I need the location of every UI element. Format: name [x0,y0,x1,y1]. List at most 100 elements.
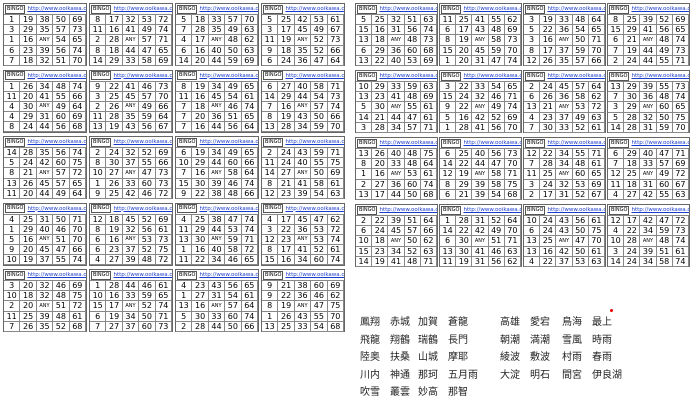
card-url: http://www.ooikawa.com [285,72,344,79]
bingo-cell: ANY [122,234,140,246]
bingo-cell: 70 [504,122,521,133]
bingo-card: BINGOhttp://www.ooikawa.com5254253613174… [261,3,345,66]
card-url: http://www.ooikawa.com [199,205,258,212]
bingo-cell: 8 [4,168,21,179]
bingo-cell: 40 [388,55,405,66]
ship-name: 川内 [360,369,380,381]
ship-name: 大淀 [500,369,520,381]
bingo-cell: 9 [262,45,279,56]
bingo-cell: 66 [69,91,86,102]
bingo-cell: 27 [106,255,123,266]
bingo-cell: 3 [356,122,373,133]
bingo-cell: 65 [672,102,689,113]
bingo-cell: 43 [472,25,489,36]
bingo-cell: 74 [327,101,344,113]
card-url: http://www.ooikawa.com [463,207,521,213]
card-logo: BINGO [263,71,284,80]
bingo-cell: 19 [106,122,123,133]
bingo-cell: 33 [294,321,312,332]
bingo-cell: 37 [36,255,54,266]
bingo-cell: 44 [388,112,405,123]
card-url: http://www.ooikawa.com [547,73,605,79]
bingo-cell: 64 [504,216,521,227]
bingo-cell: 39 [640,246,657,257]
bingo-cell: 48 [404,159,421,170]
bingo-cell: 47 [139,45,156,56]
bingo-cell: 57 [656,159,673,170]
bingo-cell: 6 [90,245,107,256]
bingo-card: BINGOhttp://www.ooikawa.com1024435661624… [523,204,606,267]
bingo-cell: 54 [311,321,328,332]
bingo-cell: 32 [122,15,140,26]
bingo-cell: 29 [624,102,641,113]
bingo-cell: 20 [20,301,37,312]
bingo-cell: 52 [488,112,505,123]
bingo-cell: 75 [69,291,86,302]
bingo-cell: 15 [90,301,107,312]
card-url: http://www.ooikawa.com [379,73,437,79]
card-grid: 5 25 42 53 61 3 17 45 49 67 11 19 ANY 52 73 9 18 35 52 66 6 2… [262,15,344,66]
bingo-cell: 41 [294,178,312,189]
bingo-cell: 20 [20,91,37,102]
bingo-cell: 41 [472,246,489,257]
bingo-cell: 46 [225,178,242,189]
bingo-cell: 49 [53,188,70,199]
card-grid: 9 21 38 60 69 9 22 36 46 62 8 19 ANY 47 75 1 26 43 55 70 13 2… [262,281,344,332]
bingo-cell: 13 [356,92,373,103]
bingo-cell: 52 [311,35,328,46]
bingo-cell: 68 [420,189,437,200]
bingo-cell: ANY [388,102,405,113]
card-logo: BINGO [177,204,198,213]
bingo-cell: 74 [327,255,344,266]
bingo-cell: 38 [208,214,226,225]
card-url: http://www.ooikawa.com [379,140,437,146]
bingo-cell: 70 [588,236,605,247]
ship-name: 間宮 [562,369,582,381]
bingo-cell: 48 [572,15,589,26]
bingo-cell: 74 [241,311,258,322]
bingo-cell: 43 [556,226,573,237]
bingo-cell: 39 [472,179,489,190]
bingo-cell: 14 [262,168,279,179]
bingo-cell: 45 [36,178,54,189]
bingo-cell: ANY [640,169,657,180]
bingo-cell: 26 [540,55,557,66]
bingo-cell: 52 [53,321,70,332]
bingo-cell: 57 [53,25,70,36]
bingo-cell: 1 [4,81,21,92]
bingo-cell: 61 [420,169,437,180]
bingo-cell: 33 [640,159,657,170]
bingo-cell: 25 [624,15,641,26]
bingo-cell: 48 [404,92,421,103]
bingo-cell: 74 [672,92,689,103]
bingo-cell: 46 [139,188,156,199]
bingo-cell: 46 [488,92,505,103]
bingo-cell: 23 [278,234,295,246]
bingo-cell: 47 [404,112,421,123]
bingo-cell: 24 [540,179,557,190]
bingo-cell: 13 [262,321,279,332]
bingo-cell: 70 [69,55,86,66]
bingo-cell: 28 [20,148,37,159]
bingo-cell: 62 [588,92,605,103]
bingo-cell: 5 [356,102,373,113]
bingo-cell: 67 [672,179,689,190]
card-url: http://www.ooikawa.com [199,272,258,278]
card-logo: BINGO [525,138,546,148]
bingo-cell: 53 [139,15,156,26]
bingo-cell: 57 [404,122,421,133]
bingo-cell: 18 [372,35,389,46]
bingo-cell: 5 [524,25,541,36]
bingo-cell: ANY [36,101,54,113]
bingo-cell: 25 [106,188,123,199]
bingo-cell: 47 [225,214,242,225]
bingo-cell: 49 [572,112,589,123]
bingo-card: BINGOhttp://www.ooikawa.com1326404875820… [355,137,438,200]
bingo-cell: 8 [440,179,457,190]
bingo-cell: 22 [456,82,473,93]
bingo-cell: 36 [556,92,573,103]
bingo-card: BINGOhttp://www.ooikawa.com9224146733254… [89,69,173,133]
bingo-cell: 52 [139,148,156,159]
